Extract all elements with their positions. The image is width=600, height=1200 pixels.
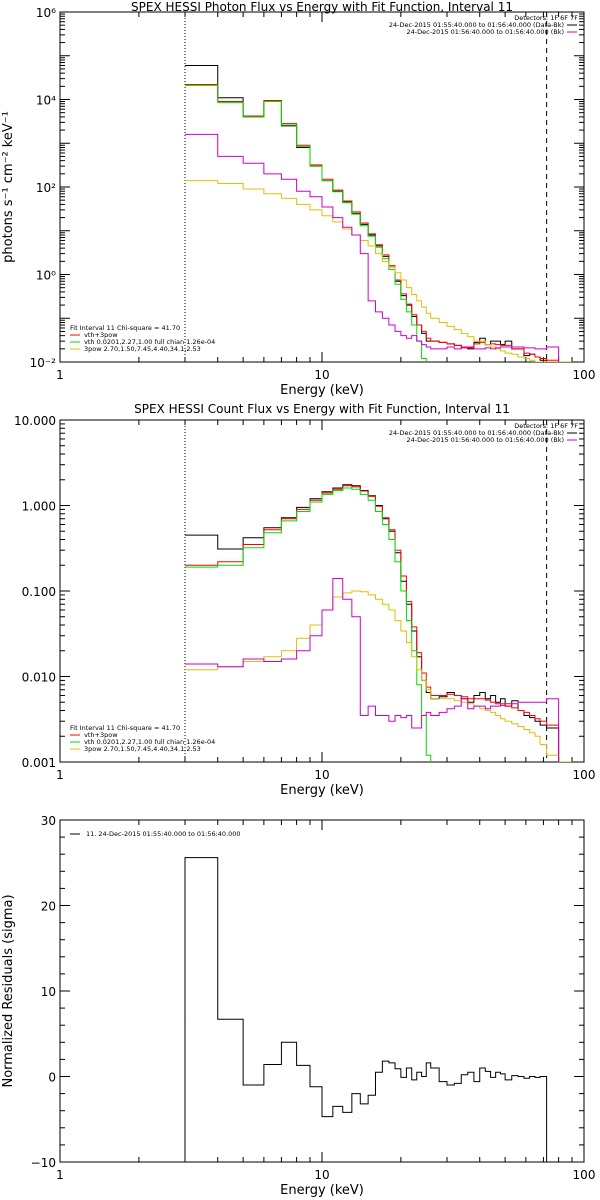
- x-tick-label: 10: [314, 768, 329, 782]
- x-tick-label: 100: [573, 768, 596, 782]
- series-line-5: [185, 578, 560, 762]
- series-line-1: [184, 857, 548, 1162]
- x-axis-label: Energy (keV): [280, 1183, 364, 1198]
- x-tick-label: 100: [573, 368, 596, 382]
- legend-top-entry: 24-Dec-2015 01:55:40.000 to 01:56:40.000…: [389, 429, 564, 437]
- legend-bottom-entry: 3pow 2.70,1.50,7.45,4.40,34.1,2.53: [84, 745, 201, 753]
- chart-panel-1: SPEX HESSI Photon Flux vs Energy with Fi…: [1, 0, 595, 398]
- series-line-2: [185, 485, 560, 762]
- series-line-5: [185, 133, 560, 362]
- legend-bottom-title: Fit Interval 11 Chi-square = 41.70: [70, 724, 180, 732]
- x-axis-label: Energy (keV): [280, 383, 364, 398]
- y-tick-label: 0.010: [22, 671, 56, 685]
- legend-bottom-title: Fit Interval 11 Chi-square = 41.70: [70, 324, 180, 332]
- series-line-1: [185, 64, 559, 362]
- legend-bottom-entry: vth+3pow: [84, 731, 118, 739]
- data-area: [184, 857, 548, 1162]
- y-tick-label: 10.000: [14, 414, 56, 428]
- legend-bottom-entry: 3pow 2.70,1.50,7.45,4.40,34.1,2.53: [84, 345, 201, 353]
- x-tick-label: 100: [573, 1168, 596, 1182]
- legend-top-entry: 24-Dec-2015 01:55:40.000 to 01:56:40.000…: [389, 21, 564, 29]
- y-tick-label: −10: [31, 1156, 56, 1170]
- x-tick-label: 1: [56, 1168, 64, 1182]
- plot-frame: [59, 11, 585, 363]
- series-line-2: [185, 84, 560, 362]
- legend-top-entry: 24-Dec-2015 01:56:40.000 to 01:56:40.000…: [407, 436, 565, 444]
- series-line-4: [185, 180, 573, 362]
- y-tick-label: 10⁴: [36, 94, 56, 108]
- y-tick-label: 10⁶: [36, 6, 56, 20]
- legend-top-entry: Detectors: 1F 6F 7F: [514, 14, 578, 22]
- x-tick-label: 1: [56, 368, 64, 382]
- y-tick-label: 30: [41, 814, 56, 828]
- chart-panel-3: 1 10 100 Energy (keV) −10 0 10 20 30 Normalized R…: [1, 814, 595, 1198]
- series-line-3: [185, 84, 427, 362]
- x-tick-label: 1: [56, 768, 64, 782]
- series-line-3: [185, 487, 432, 762]
- x-tick-label: 10: [314, 1168, 329, 1182]
- chart-panel-2: SPEX HESSI Count Flux vs Energy with Fit…: [14, 402, 595, 798]
- y-tick-label: 0.001: [22, 756, 56, 770]
- chart-title: SPEX HESSI Photon Flux vs Energy with Fi…: [131, 0, 513, 14]
- y-axis-label: Normalized Residuals (sigma): [1, 894, 16, 1087]
- data-area: [185, 64, 573, 362]
- y-tick-label: 10⁻²: [30, 356, 57, 370]
- y-tick-label: 10: [41, 985, 56, 999]
- legend-top-entry: 24-Dec-2015 01:56:40.000 to 01:56:40.000…: [407, 28, 565, 36]
- legend-top-entry: Detectors: 1F 6F 7F: [514, 422, 578, 430]
- y-tick-label: 1.000: [22, 500, 56, 514]
- series-line-1: [185, 484, 560, 762]
- legend-bottom-entry: vth 0.0201,2.27,1.00 full chian 1.26e-04: [84, 738, 215, 746]
- chart-title: SPEX HESSI Count Flux vs Energy with Fit…: [134, 402, 510, 416]
- y-tick-label: 20: [41, 900, 56, 914]
- x-tick-label: 10: [314, 368, 329, 382]
- legend-top-entry: 11. 24-Dec-2015 01:55:40.000 to 01:56:40…: [86, 830, 241, 838]
- y-tick-label: 0: [48, 1071, 56, 1085]
- legend-bottom-entry: vth 0.0201,2.27,1.00 full chian 1.26e-04: [84, 338, 215, 346]
- x-axis-label: Energy (keV): [280, 783, 364, 798]
- y-tick-label: 0.100: [22, 585, 56, 599]
- series-line-4: [185, 590, 573, 762]
- y-tick-label: 10⁰: [36, 269, 56, 283]
- legend-bottom-entry: vth+3pow: [84, 331, 118, 339]
- data-area: [185, 484, 573, 762]
- plot-frame: [59, 419, 585, 763]
- y-tick-label: 10²: [36, 181, 56, 195]
- y-axis-label: photons s⁻¹ cm⁻² keV⁻¹: [1, 111, 16, 263]
